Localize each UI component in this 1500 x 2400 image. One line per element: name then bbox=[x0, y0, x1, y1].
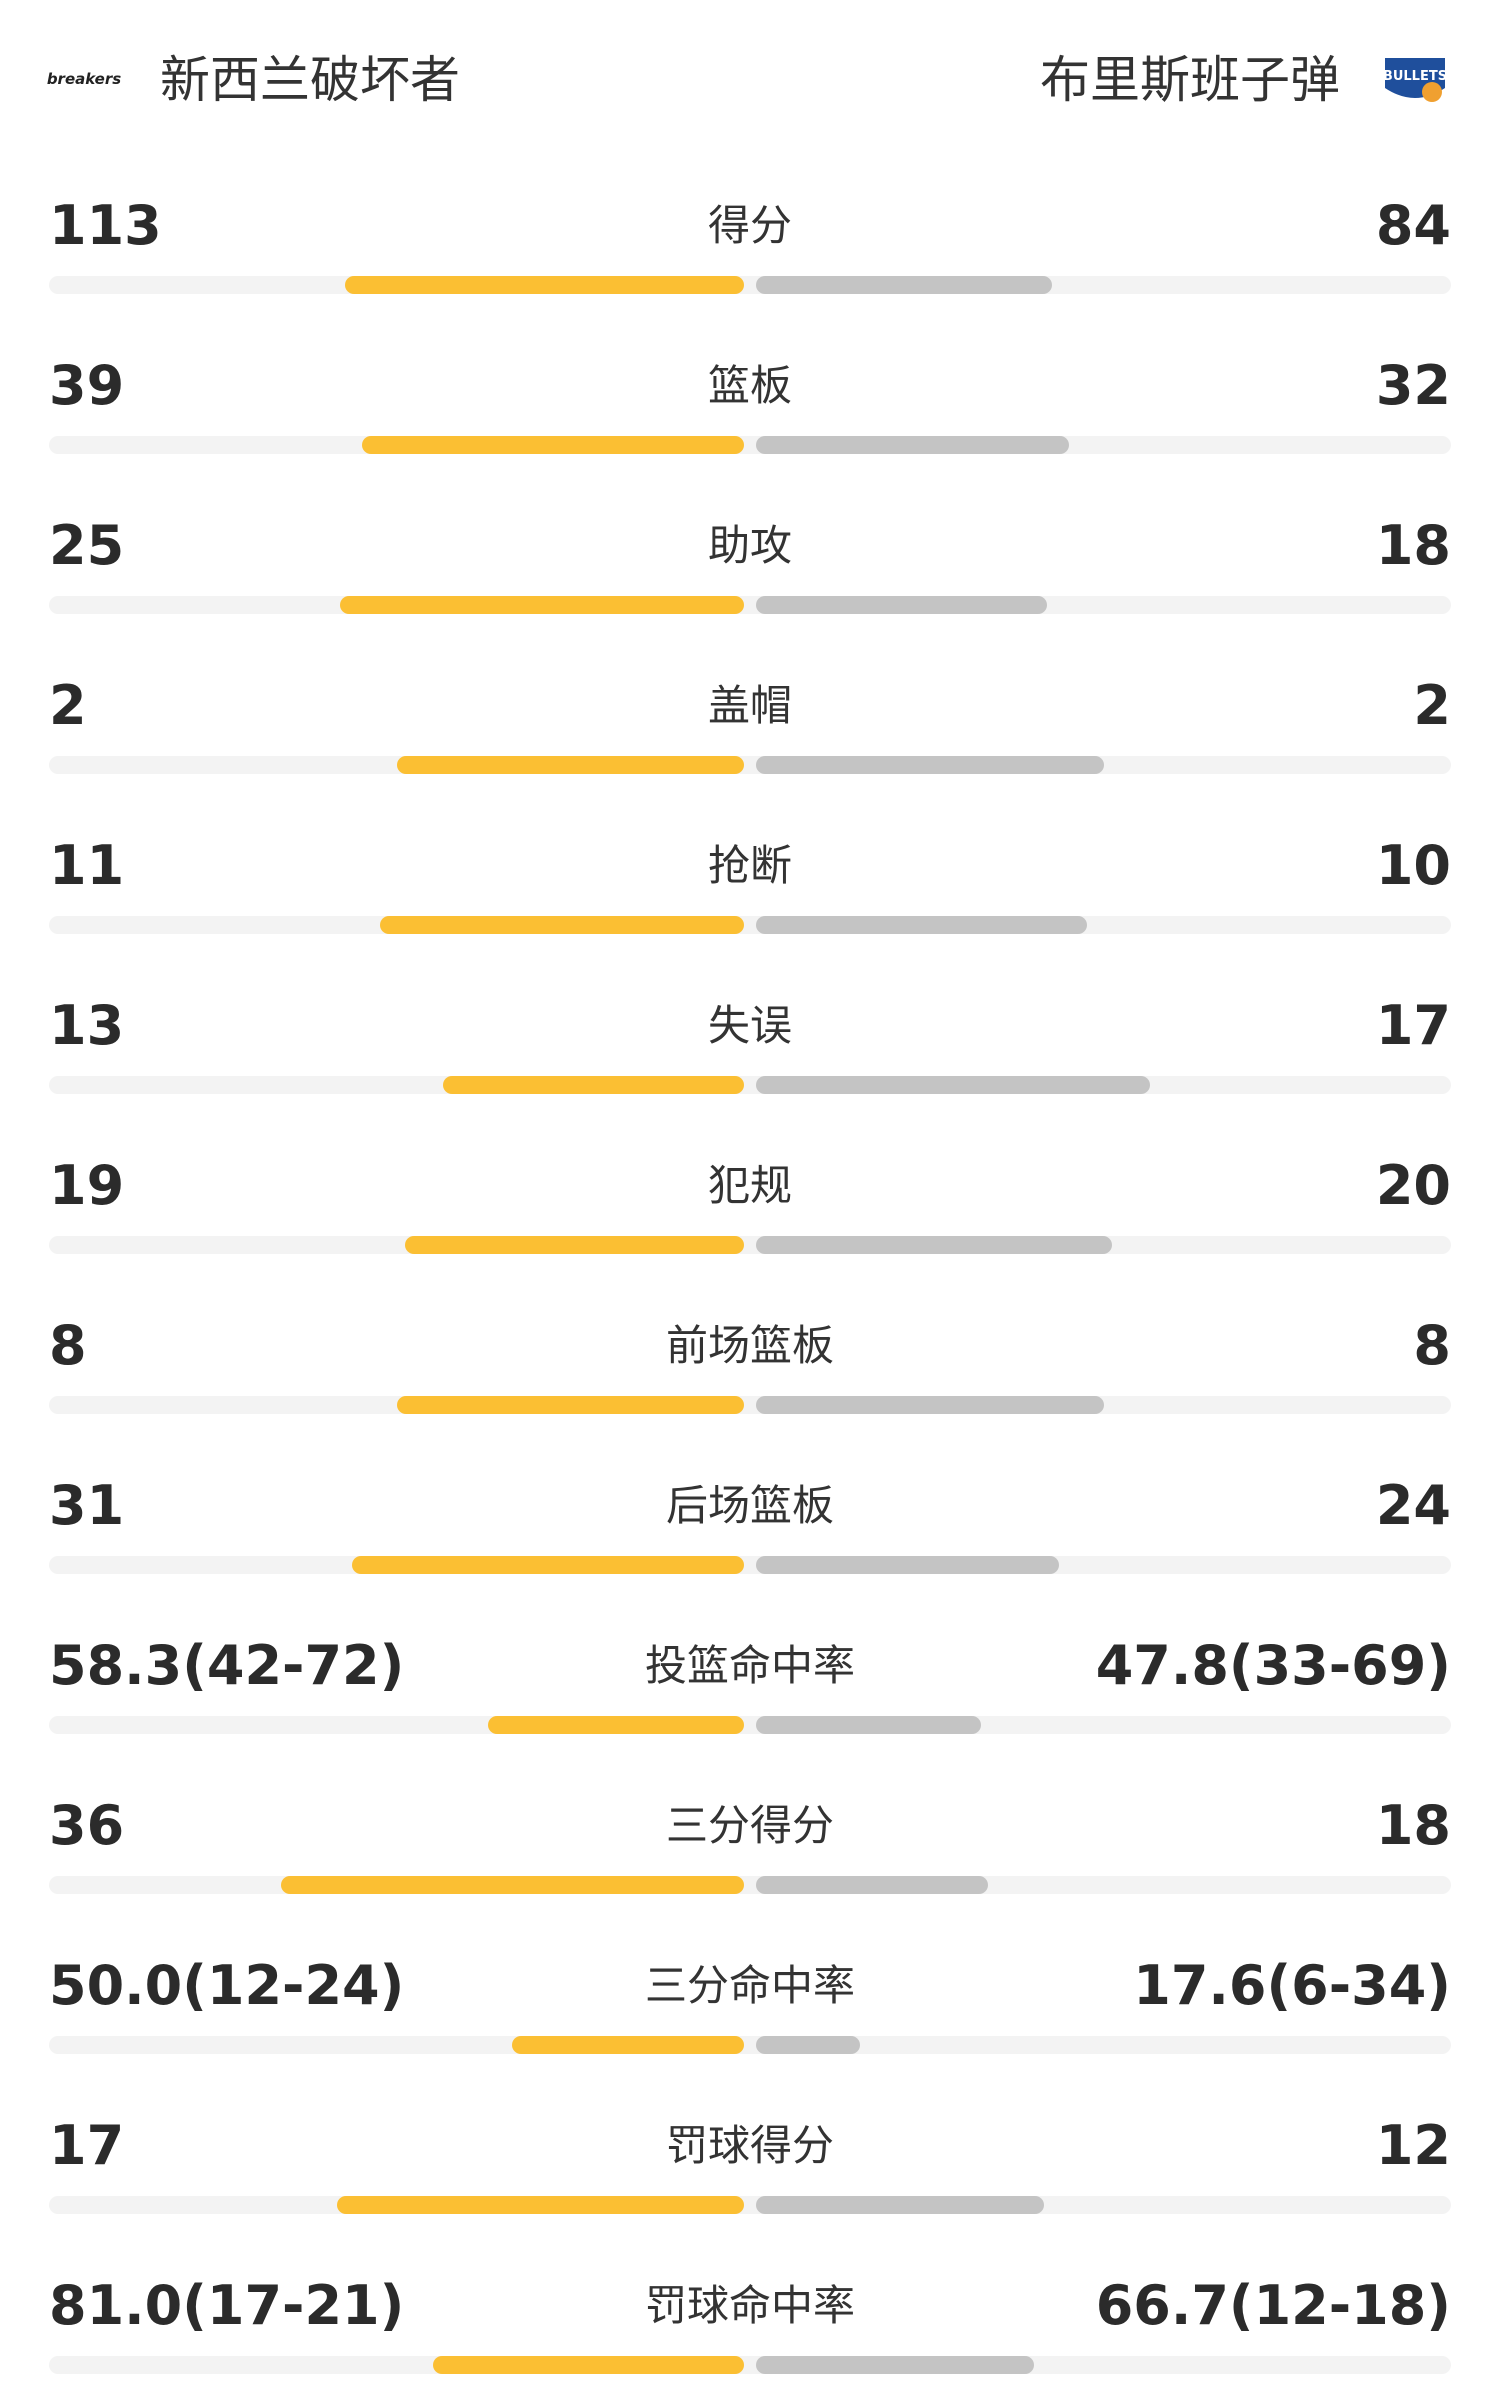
away-value: 18 bbox=[1375, 514, 1451, 577]
away-value: 10 bbox=[1375, 834, 1451, 897]
away-logo: BULLETS bbox=[1383, 58, 1447, 102]
stat-label: 得分 bbox=[707, 201, 793, 250]
away-value: 17.6(6-34) bbox=[1133, 1954, 1451, 2017]
away-bar bbox=[756, 1076, 1150, 1094]
home-bar bbox=[442, 1076, 744, 1094]
away-value: 84 bbox=[1375, 194, 1451, 257]
stat-label: 前场篮板 bbox=[665, 1321, 835, 1370]
away-bar bbox=[756, 916, 1087, 934]
stat-label: 篮板 bbox=[707, 361, 793, 410]
bar-track bbox=[49, 1396, 1451, 1414]
away-value: 24 bbox=[1375, 1474, 1451, 1537]
away-value: 47.8(33-69) bbox=[1095, 1634, 1451, 1697]
home-bar bbox=[512, 2036, 744, 2054]
bar-track bbox=[49, 756, 1451, 774]
home-value: 31 bbox=[49, 1474, 125, 1537]
home-value: 39 bbox=[49, 354, 125, 417]
away-value: 8 bbox=[1413, 1314, 1451, 1377]
stat-label: 后场篮板 bbox=[665, 1481, 835, 1530]
away-bar bbox=[756, 1556, 1060, 1574]
home-bar bbox=[433, 2356, 744, 2374]
away-bar bbox=[756, 276, 1053, 294]
stat-label: 罚球命中率 bbox=[644, 2281, 856, 2330]
bar-track bbox=[49, 2196, 1451, 2214]
home-value: 17 bbox=[49, 2114, 125, 2177]
bar-track bbox=[49, 1236, 1451, 1254]
away-bar bbox=[756, 1396, 1104, 1414]
home-bar bbox=[280, 1876, 744, 1894]
bar-track bbox=[49, 1556, 1451, 1574]
stat-label: 投篮命中率 bbox=[644, 1641, 856, 1690]
away-value: 66.7(12-18) bbox=[1095, 2274, 1451, 2337]
home-bar bbox=[352, 1556, 744, 1574]
home-bar bbox=[379, 916, 744, 934]
home-value: 36 bbox=[49, 1794, 125, 1857]
away-value: 32 bbox=[1375, 354, 1451, 417]
away-logo-text: BULLETS bbox=[1383, 69, 1447, 84]
home-value: 113 bbox=[49, 194, 162, 257]
stat-label: 抢断 bbox=[707, 841, 793, 890]
bar-track bbox=[49, 1716, 1451, 1734]
bar-track bbox=[49, 1876, 1451, 1894]
home-bar bbox=[362, 436, 744, 454]
stat-label: 罚球得分 bbox=[665, 2121, 835, 2170]
away-bar bbox=[756, 2196, 1044, 2214]
home-bar bbox=[487, 1716, 744, 1734]
bar-track bbox=[49, 916, 1451, 934]
stat-label: 盖帽 bbox=[707, 681, 793, 730]
home-value: 58.3(42-72) bbox=[49, 1634, 405, 1697]
away-bar bbox=[756, 436, 1070, 454]
away-value: 2 bbox=[1413, 674, 1451, 737]
away-bar bbox=[756, 596, 1047, 614]
away-value: 17 bbox=[1375, 994, 1451, 1057]
bar-track bbox=[49, 2356, 1451, 2374]
home-logo: breakers bbox=[47, 70, 121, 88]
home-value: 11 bbox=[49, 834, 125, 897]
home-team: 新西兰破坏者 bbox=[160, 51, 460, 109]
away-value: 18 bbox=[1375, 1794, 1451, 1857]
home-bar bbox=[336, 2196, 744, 2214]
away-bar bbox=[756, 1716, 981, 1734]
bar-track bbox=[49, 436, 1451, 454]
home-value: 50.0(12-24) bbox=[49, 1954, 405, 2017]
away-bar bbox=[756, 1236, 1113, 1254]
home-value: 25 bbox=[49, 514, 125, 577]
stat-label: 犯规 bbox=[707, 1161, 793, 1210]
home-bar bbox=[339, 596, 744, 614]
away-team: 布里斯班子弹 bbox=[1040, 51, 1340, 109]
away-bar bbox=[756, 756, 1104, 774]
away-bar bbox=[756, 2036, 861, 2054]
bar-track bbox=[49, 2036, 1451, 2054]
home-value: 2 bbox=[49, 674, 87, 737]
stat-label: 三分得分 bbox=[665, 1801, 835, 1850]
away-value: 12 bbox=[1375, 2114, 1451, 2177]
stat-label: 失误 bbox=[707, 1001, 793, 1050]
bar-track bbox=[49, 596, 1451, 614]
bar-track bbox=[49, 276, 1451, 294]
home-value: 13 bbox=[49, 994, 125, 1057]
home-bar bbox=[345, 276, 744, 294]
home-bar bbox=[396, 1396, 744, 1414]
home-logo-text: breakers bbox=[47, 70, 121, 88]
stat-label: 助攻 bbox=[707, 521, 793, 570]
bar-track bbox=[49, 1076, 1451, 1094]
stat-label: 三分命中率 bbox=[644, 1961, 856, 2010]
home-value: 8 bbox=[49, 1314, 87, 1377]
away-bar bbox=[756, 1876, 988, 1894]
home-value: 81.0(17-21) bbox=[49, 2274, 405, 2337]
away-bar bbox=[756, 2356, 1034, 2374]
home-bar bbox=[396, 756, 744, 774]
away-value: 20 bbox=[1375, 1154, 1451, 1217]
home-bar bbox=[405, 1236, 744, 1254]
home-value: 19 bbox=[49, 1154, 125, 1217]
